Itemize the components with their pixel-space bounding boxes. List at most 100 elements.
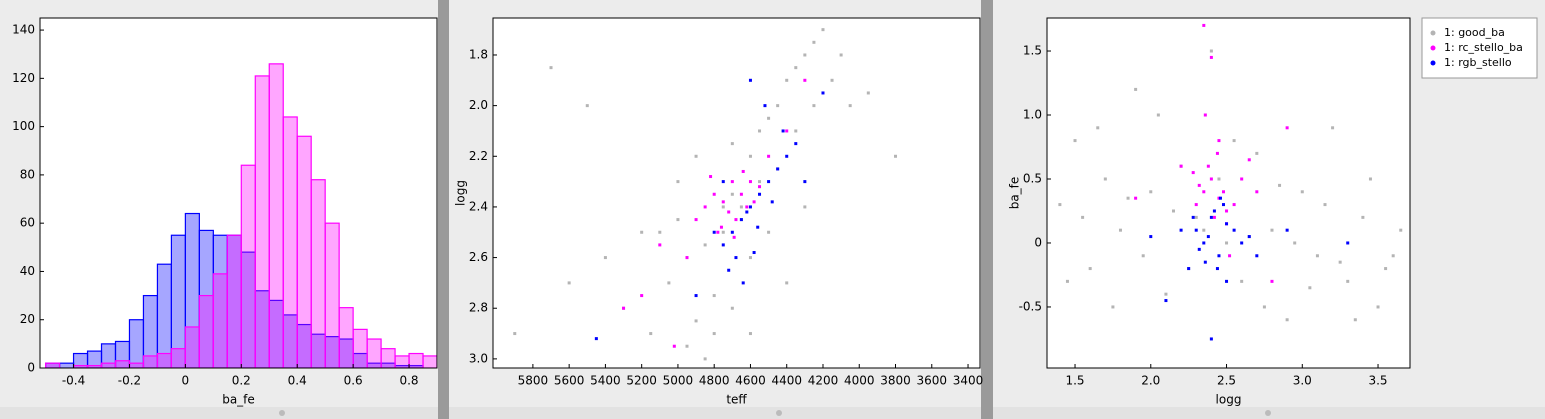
scatter-point (640, 230, 644, 234)
scatter-point (603, 256, 607, 260)
scatter-point (1179, 228, 1183, 232)
x-tick-label: 1.5 (1065, 374, 1084, 388)
x-tick-label: 4400 (771, 374, 802, 388)
scatter-point (694, 154, 698, 158)
scatter-point (1376, 305, 1380, 309)
y-tick-label: 0.5 (1023, 171, 1042, 185)
x-tick-label: 5600 (554, 374, 585, 388)
scatter-point (658, 243, 662, 247)
scatter-point (1384, 267, 1388, 271)
status-strip (449, 407, 981, 419)
scatter-point (549, 66, 553, 70)
scatter-point (1096, 126, 1100, 130)
scatter-point (1331, 126, 1335, 130)
histogram-bar (254, 75, 270, 368)
y-tick-label: 140 (12, 23, 35, 37)
y-axis-label: logg (454, 180, 468, 206)
y-tick-label: 60 (20, 216, 35, 230)
histogram-bar (324, 222, 340, 368)
scatter-point (1368, 177, 1372, 181)
scatter-point (1194, 228, 1198, 232)
legend-label: 1: rgb_stello (1444, 56, 1512, 69)
histogram-bar (226, 234, 242, 368)
scatter-point (703, 205, 707, 209)
scatter-point (1194, 203, 1198, 207)
histogram-bar (128, 319, 145, 368)
scatter-point (1232, 139, 1236, 143)
histogram-bar (366, 338, 382, 368)
y-tick-label: 2.2 (469, 149, 488, 163)
x-tick-label: 0.6 (344, 374, 363, 388)
scatter-point (1247, 235, 1251, 239)
scatter-point (1073, 139, 1077, 143)
scatter-point (712, 230, 716, 234)
scatter-point (640, 294, 644, 298)
x-tick-label: 2.5 (1217, 374, 1236, 388)
x-tick-label: 3.0 (1293, 374, 1312, 388)
scatter-point (767, 180, 771, 184)
scatter-point (748, 78, 752, 82)
scatter-point (767, 116, 771, 120)
scatter-point (1255, 151, 1259, 155)
scatter-point (694, 294, 698, 298)
scatter-point (594, 337, 598, 341)
splitter-handle[interactable] (279, 410, 285, 416)
scatter-point (1285, 318, 1289, 322)
histogram-bar (156, 263, 173, 368)
scatter-point (694, 319, 698, 323)
scatter-point (734, 256, 738, 260)
x-axis-label: logg (1216, 393, 1242, 407)
scatter-point (1111, 305, 1115, 309)
scatter-point (1300, 190, 1304, 194)
plot-marks (44, 63, 437, 368)
y-tick-label: 0 (1034, 235, 1042, 249)
y-tick-label: 40 (20, 264, 35, 278)
scatter-point (1217, 139, 1221, 143)
scatter-point (1278, 183, 1282, 187)
scatter-point (1217, 196, 1221, 200)
scatter-point (1191, 171, 1195, 175)
scatter-point (712, 192, 716, 196)
scatter-point (585, 104, 589, 108)
scatter-point (794, 129, 798, 133)
histogram-bar (184, 326, 200, 368)
y-tick-label: -0.5 (1019, 299, 1042, 313)
scatter-point (794, 142, 798, 146)
splitter-handle[interactable] (1265, 410, 1271, 416)
scatter-point (709, 175, 713, 179)
scatter-point (1225, 279, 1229, 283)
scatter-point (748, 332, 752, 336)
x-axis-label: ba_fe (222, 393, 255, 407)
x-tick-label: 4800 (699, 374, 730, 388)
scatter-point (685, 256, 689, 260)
scatter-point (1209, 177, 1213, 181)
x-tick-label: 4200 (808, 374, 839, 388)
histogram-bar (44, 362, 61, 368)
scatter-point (1346, 241, 1350, 245)
y-tick-label: 3.0 (469, 351, 488, 365)
scatter-point (758, 185, 762, 189)
scatter-point (758, 129, 762, 133)
scatter-point (776, 104, 780, 108)
scatter-point (721, 243, 725, 247)
scatter-point (1255, 190, 1259, 194)
y-tick-label: 0 (27, 361, 35, 375)
legend-label: 1: rc_stello_ba (1444, 41, 1523, 54)
scatter-point (1391, 254, 1395, 258)
scatter-point (785, 154, 789, 158)
legend-marker (1430, 30, 1436, 36)
scatter-point (667, 281, 671, 285)
scatter-point (1134, 87, 1138, 91)
splitter-handle[interactable] (776, 410, 782, 416)
scatter-point (1203, 113, 1207, 117)
histogram-bar (282, 116, 298, 368)
scatter-point (748, 154, 752, 158)
scatter-point (1206, 235, 1210, 239)
scatter-point (1338, 260, 1342, 264)
plot-area (40, 18, 437, 368)
plot-frame (39, 17, 438, 369)
scatter-point (1228, 254, 1232, 258)
scatter-point (1270, 228, 1274, 232)
scatter-point (741, 281, 745, 285)
scatter-point (866, 91, 870, 95)
